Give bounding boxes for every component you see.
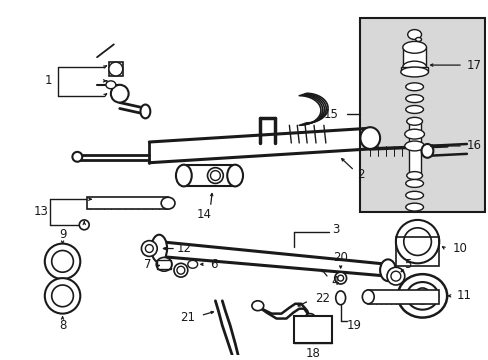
Text: 14: 14: [197, 207, 212, 221]
Ellipse shape: [106, 81, 116, 89]
Ellipse shape: [379, 259, 395, 281]
Text: 6: 6: [209, 258, 217, 271]
Text: 20: 20: [332, 251, 347, 264]
Bar: [402, 47, 426, 67]
Bar: [408, 121, 420, 176]
Ellipse shape: [210, 171, 220, 180]
Ellipse shape: [421, 144, 432, 158]
Ellipse shape: [335, 291, 345, 305]
Ellipse shape: [386, 267, 404, 285]
Bar: [87, 197, 168, 209]
Ellipse shape: [405, 180, 423, 188]
Ellipse shape: [390, 271, 400, 281]
Text: 5: 5: [403, 258, 410, 271]
Ellipse shape: [402, 41, 426, 53]
Bar: [360, 18, 484, 212]
Ellipse shape: [404, 141, 424, 151]
Text: 7: 7: [143, 258, 151, 271]
Ellipse shape: [305, 314, 314, 321]
Ellipse shape: [207, 168, 223, 184]
Ellipse shape: [72, 152, 82, 162]
Text: 17: 17: [466, 59, 481, 72]
Ellipse shape: [405, 105, 423, 113]
Text: 2: 2: [356, 168, 364, 181]
Ellipse shape: [79, 220, 89, 230]
Text: 11: 11: [456, 289, 471, 302]
Ellipse shape: [404, 129, 424, 139]
Ellipse shape: [140, 104, 150, 118]
Ellipse shape: [45, 244, 80, 279]
Ellipse shape: [334, 272, 346, 284]
Ellipse shape: [109, 62, 122, 76]
Text: 22: 22: [314, 292, 329, 305]
Ellipse shape: [405, 95, 423, 103]
Ellipse shape: [45, 278, 80, 314]
Text: 13: 13: [33, 204, 48, 217]
Ellipse shape: [161, 197, 175, 209]
Ellipse shape: [111, 85, 128, 103]
Ellipse shape: [174, 263, 187, 277]
Ellipse shape: [360, 127, 379, 149]
Ellipse shape: [400, 67, 427, 77]
Text: 18: 18: [305, 347, 320, 360]
Ellipse shape: [141, 240, 157, 256]
Bar: [294, 316, 331, 343]
Ellipse shape: [145, 244, 153, 252]
Text: 16: 16: [466, 139, 481, 153]
Text: 4: 4: [330, 275, 338, 288]
Ellipse shape: [405, 83, 423, 91]
Ellipse shape: [406, 282, 437, 310]
Ellipse shape: [151, 235, 167, 262]
Ellipse shape: [251, 301, 263, 311]
Text: 10: 10: [452, 242, 467, 255]
Text: 19: 19: [346, 319, 361, 332]
Ellipse shape: [52, 251, 73, 272]
Bar: [395, 237, 438, 266]
Ellipse shape: [187, 260, 197, 268]
Text: 9: 9: [59, 228, 66, 241]
Text: 12: 12: [176, 242, 191, 255]
Bar: [400, 67, 427, 72]
Ellipse shape: [156, 257, 172, 271]
Ellipse shape: [397, 274, 446, 318]
Ellipse shape: [402, 61, 426, 73]
Bar: [183, 165, 235, 186]
Text: 8: 8: [59, 319, 66, 332]
Bar: [109, 62, 122, 76]
Ellipse shape: [176, 165, 191, 186]
Ellipse shape: [52, 285, 73, 307]
Text: 3: 3: [331, 223, 339, 236]
Ellipse shape: [407, 30, 421, 40]
Ellipse shape: [362, 290, 373, 304]
Text: 15: 15: [323, 108, 338, 121]
Ellipse shape: [406, 117, 422, 125]
Ellipse shape: [337, 275, 343, 281]
Text: 21: 21: [179, 311, 194, 324]
Ellipse shape: [406, 172, 422, 180]
Ellipse shape: [227, 165, 243, 186]
Ellipse shape: [177, 266, 184, 274]
Ellipse shape: [414, 288, 429, 304]
Ellipse shape: [395, 220, 438, 263]
Text: 1: 1: [45, 75, 52, 87]
Bar: [367, 290, 438, 304]
Bar: [157, 260, 171, 269]
Ellipse shape: [405, 191, 423, 199]
Ellipse shape: [403, 228, 430, 256]
Ellipse shape: [405, 203, 423, 211]
Ellipse shape: [415, 37, 421, 41]
